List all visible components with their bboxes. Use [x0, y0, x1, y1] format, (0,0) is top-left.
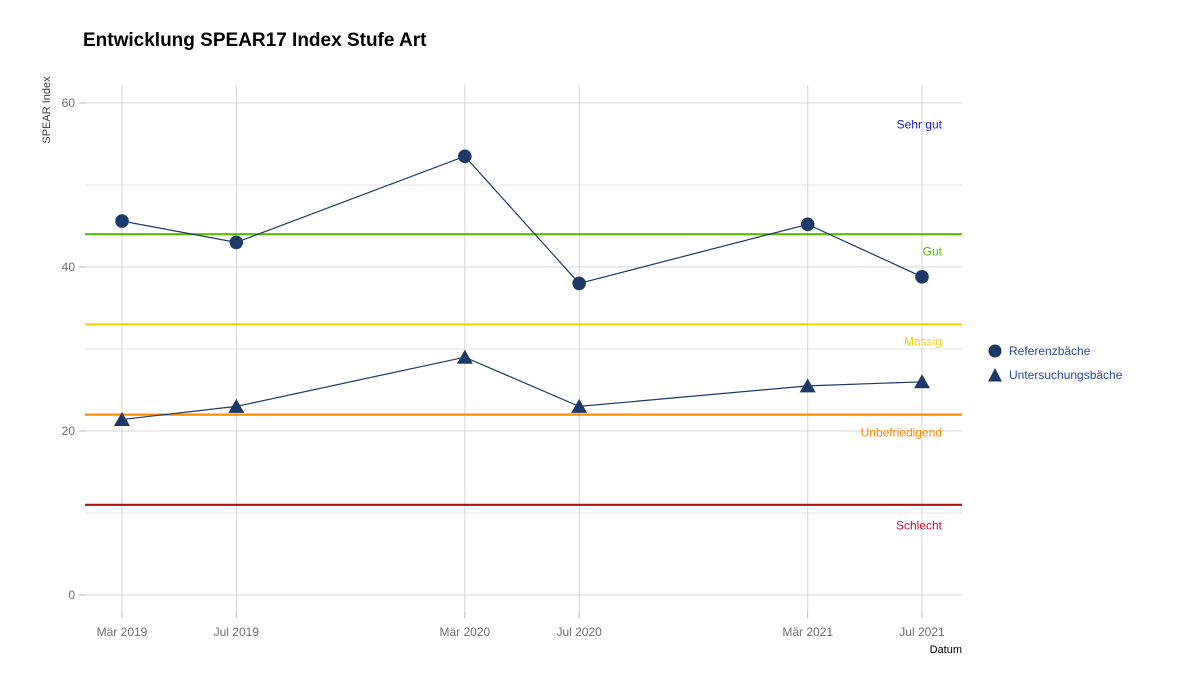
data-point-triangle	[571, 398, 588, 413]
data-point-triangle	[228, 398, 245, 413]
data-point-triangle	[913, 374, 930, 389]
threshold-label-gut: Gut	[923, 244, 943, 258]
x-tick-label: Mär 2020	[440, 625, 491, 639]
x-tick-label: Jul 2021	[899, 625, 945, 639]
triangle-marker-icon	[988, 368, 1002, 382]
y-tick-label: 0	[68, 588, 75, 602]
threshold-label-unbefriedigend: Unbefriedigend	[861, 426, 942, 440]
legend-label-referenzbaeche: Referenzbäche	[1009, 344, 1091, 358]
legend-item-untersuchungsbaeche: Untersuchungsbäche	[987, 363, 1122, 387]
series-line-triangle	[121, 356, 923, 421]
data-point-circle	[458, 149, 472, 164]
x-tick-label: Jul 2020	[556, 625, 602, 639]
legend-item-referenzbaeche: Referenzbäche	[987, 339, 1122, 363]
series-line-circle	[121, 155, 923, 285]
y-tick-label: 40	[62, 260, 76, 274]
data-point-circle	[572, 276, 586, 291]
chart-title: Entwicklung SPEAR17 Index Stufe Art	[83, 30, 427, 51]
threshold-label-mässig: Mässig	[904, 335, 942, 349]
x-tick-label: Mär 2021	[782, 625, 833, 639]
data-point-circle	[229, 235, 244, 250]
threshold-label-schlecht: Schlecht	[896, 518, 943, 532]
legend: Referenzbäche Untersuchungsbäche	[987, 339, 1122, 387]
data-point-triangle	[114, 412, 130, 427]
data-point-triangle	[456, 349, 473, 364]
y-tick-label: 20	[62, 424, 76, 438]
data-point-triangle	[799, 378, 816, 393]
data-point-circle	[800, 217, 815, 232]
data-point-circle	[115, 214, 129, 228]
y-tick-label: 60	[62, 96, 76, 110]
threshold-label-sehr-gut: Sehr gut	[897, 117, 943, 131]
x-tick-label: Jul 2019	[214, 625, 260, 639]
x-axis-title: Datum	[929, 644, 962, 656]
circle-marker-icon	[988, 344, 1002, 358]
x-tick-label: Mär 2019	[97, 625, 148, 639]
data-point-circle	[915, 270, 929, 284]
legend-label-untersuchungsbaeche: Untersuchungsbäche	[1009, 368, 1123, 382]
